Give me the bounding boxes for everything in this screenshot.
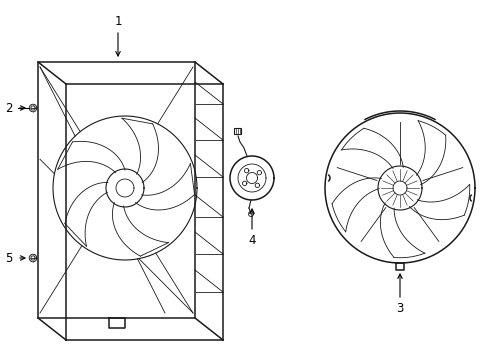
Bar: [235, 128, 242, 134]
Text: 1: 1: [114, 15, 122, 28]
Text: 5: 5: [5, 252, 12, 265]
Text: 4: 4: [248, 234, 256, 247]
Text: 2: 2: [5, 102, 13, 114]
Text: 3: 3: [396, 302, 404, 315]
